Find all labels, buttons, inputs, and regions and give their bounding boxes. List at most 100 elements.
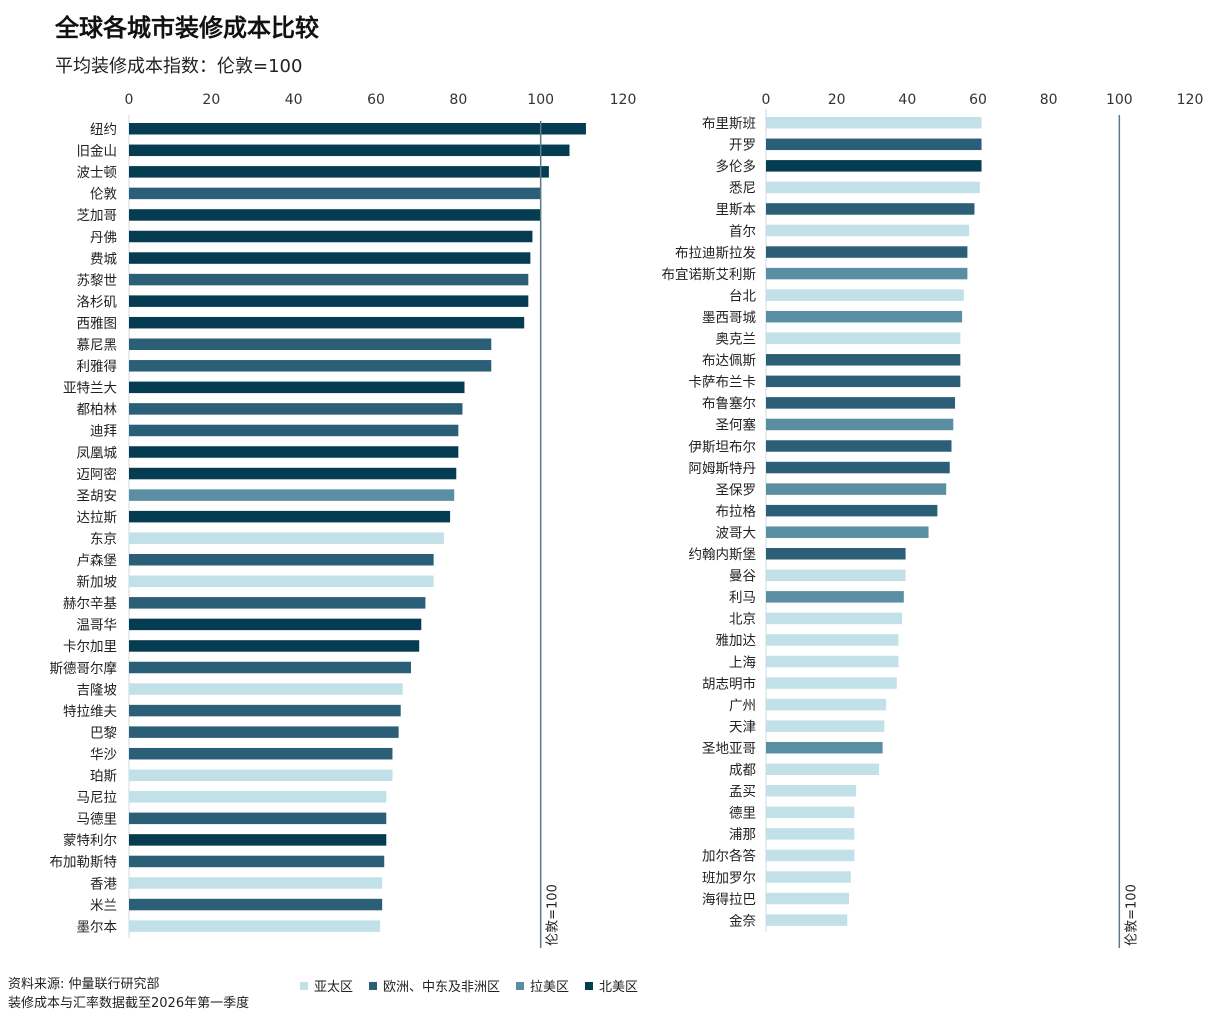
legend-label-asia: 亚太区 — [314, 980, 354, 995]
left-category-label: 波士顿 — [77, 165, 118, 181]
right-bar — [766, 569, 906, 582]
left-bar — [129, 510, 451, 523]
legend-swatch-emea — [369, 981, 378, 990]
right-category-label: 胡志明市 — [702, 675, 756, 692]
right-bar — [766, 526, 929, 538]
right-category-label: 墨西哥城 — [702, 310, 756, 326]
right-category-label: 浦那 — [729, 827, 756, 843]
left-category-label: 慕尼黑 — [77, 338, 118, 354]
left-category-label: 费城 — [90, 251, 117, 267]
left-category-label: 墨尔本 — [77, 919, 118, 935]
left-category-label: 亚特兰大 — [63, 381, 117, 397]
right-category-label: 上海 — [729, 655, 756, 671]
left-bar — [129, 123, 586, 135]
right-tick-label: 100 — [1106, 92, 1133, 108]
right-bar — [766, 849, 855, 862]
left-bar — [129, 403, 463, 415]
right-bar — [766, 634, 899, 646]
right-category-label: 波哥大 — [716, 525, 757, 541]
left-category-label: 迪拜 — [90, 424, 117, 440]
right-bar — [766, 720, 885, 732]
right-tick-label: 60 — [969, 92, 987, 108]
left-tick-label: 80 — [449, 92, 467, 108]
right-category-label: 里斯本 — [716, 202, 757, 218]
right-bar — [766, 289, 964, 301]
left-category-label: 新加坡 — [77, 575, 118, 591]
right-category-label: 雅加达 — [716, 633, 757, 649]
left-category-label: 卢森堡 — [77, 553, 118, 569]
left-bar — [129, 187, 541, 200]
right-bar — [766, 504, 938, 517]
footer: 资料来源: 仲量联行研究部 装修成本与汇率数据截至2026年第一季度 — [8, 975, 249, 1013]
right-bar — [766, 246, 968, 258]
left-category-label: 马德里 — [77, 812, 118, 828]
left-category-label: 西雅图 — [77, 316, 118, 332]
left-category-label: 赫尔辛基 — [63, 595, 117, 612]
left-category-label: 华沙 — [90, 747, 117, 763]
legend-swatch-latam — [516, 981, 525, 990]
left-tick-label: 0 — [125, 92, 134, 108]
right-bar — [766, 267, 968, 280]
legend-swatch-na — [585, 981, 594, 990]
right-bar — [766, 763, 880, 775]
right-bar — [766, 892, 850, 905]
left-bar — [129, 381, 465, 394]
right-category-label: 天津 — [729, 719, 756, 735]
right-category-label: 布拉迪斯拉发 — [675, 245, 756, 261]
left-category-label: 纽约 — [90, 122, 117, 138]
data-date-note: 装修成本与汇率数据截至2026年第一季度 — [8, 996, 250, 1011]
right-category-label: 奥克兰 — [716, 331, 757, 348]
left-bar — [129, 920, 381, 932]
right-bar — [766, 871, 851, 883]
left-category-label: 丹佛 — [90, 230, 117, 246]
left-category-label: 凤凰城 — [77, 445, 118, 461]
right-category-label: 台北 — [729, 288, 757, 304]
legend-label-emea: 欧洲、中东及非洲区 — [383, 980, 501, 995]
legend-item-na: 北美区 — [585, 976, 638, 995]
right-category-label: 布鲁塞尔 — [702, 395, 756, 412]
right-category-label: 布里斯班 — [702, 116, 756, 132]
left-category-label: 马尼拉 — [77, 790, 118, 806]
left-category-label: 旧金山 — [77, 144, 118, 160]
right-category-label: 加尔各答 — [702, 848, 756, 865]
right-bar — [766, 655, 899, 668]
left-bar — [129, 273, 529, 286]
legend-item-emea: 欧洲、中东及非洲区 — [369, 976, 500, 995]
source-note: 资料来源: 仲量联行研究部 — [8, 977, 160, 992]
left-bar — [129, 877, 383, 889]
right-reference-label: 伦敦=100 — [1123, 884, 1139, 946]
right-bar — [766, 806, 855, 819]
right-category-label: 圣保罗 — [716, 482, 757, 498]
right-category-label: 布达佩斯 — [702, 353, 756, 369]
right-category-label: 布拉格 — [716, 504, 757, 520]
right-category-label: 广州 — [729, 698, 756, 714]
legend-item-asia: 亚太区 — [300, 976, 353, 995]
right-bar — [766, 354, 961, 366]
left-bar — [129, 144, 570, 157]
left-tick-label: 60 — [367, 92, 385, 108]
right-tick-label: 40 — [898, 92, 916, 108]
right-category-label: 首尔 — [729, 224, 756, 240]
chart-title: 全球各城市装修成本比较 — [55, 14, 319, 42]
right-category-label: 德里 — [729, 806, 756, 822]
left-bar — [129, 575, 434, 588]
right-category-label: 圣地亚哥 — [702, 741, 756, 757]
left-category-label: 布加勒斯特 — [50, 855, 118, 871]
left-category-label: 圣胡安 — [77, 488, 118, 504]
left-bar — [129, 640, 420, 652]
right-category-label: 卡萨布兰卡 — [689, 375, 757, 391]
left-category-label: 蒙特利尔 — [63, 833, 117, 849]
right-bar — [766, 397, 956, 409]
right-bar — [766, 677, 897, 689]
right-tick-label: 0 — [762, 92, 771, 108]
right-category-label: 成都 — [729, 763, 756, 779]
left-category-label: 苏黎世 — [77, 273, 118, 289]
left-bar — [129, 209, 541, 221]
right-bar — [766, 310, 963, 323]
left-bar — [129, 489, 455, 501]
right-category-label: 伊斯坦布尔 — [689, 439, 757, 455]
right-bar — [766, 160, 982, 172]
left-bar — [129, 855, 385, 868]
right-category-label: 班加罗尔 — [702, 870, 756, 886]
left-bar — [129, 769, 393, 781]
